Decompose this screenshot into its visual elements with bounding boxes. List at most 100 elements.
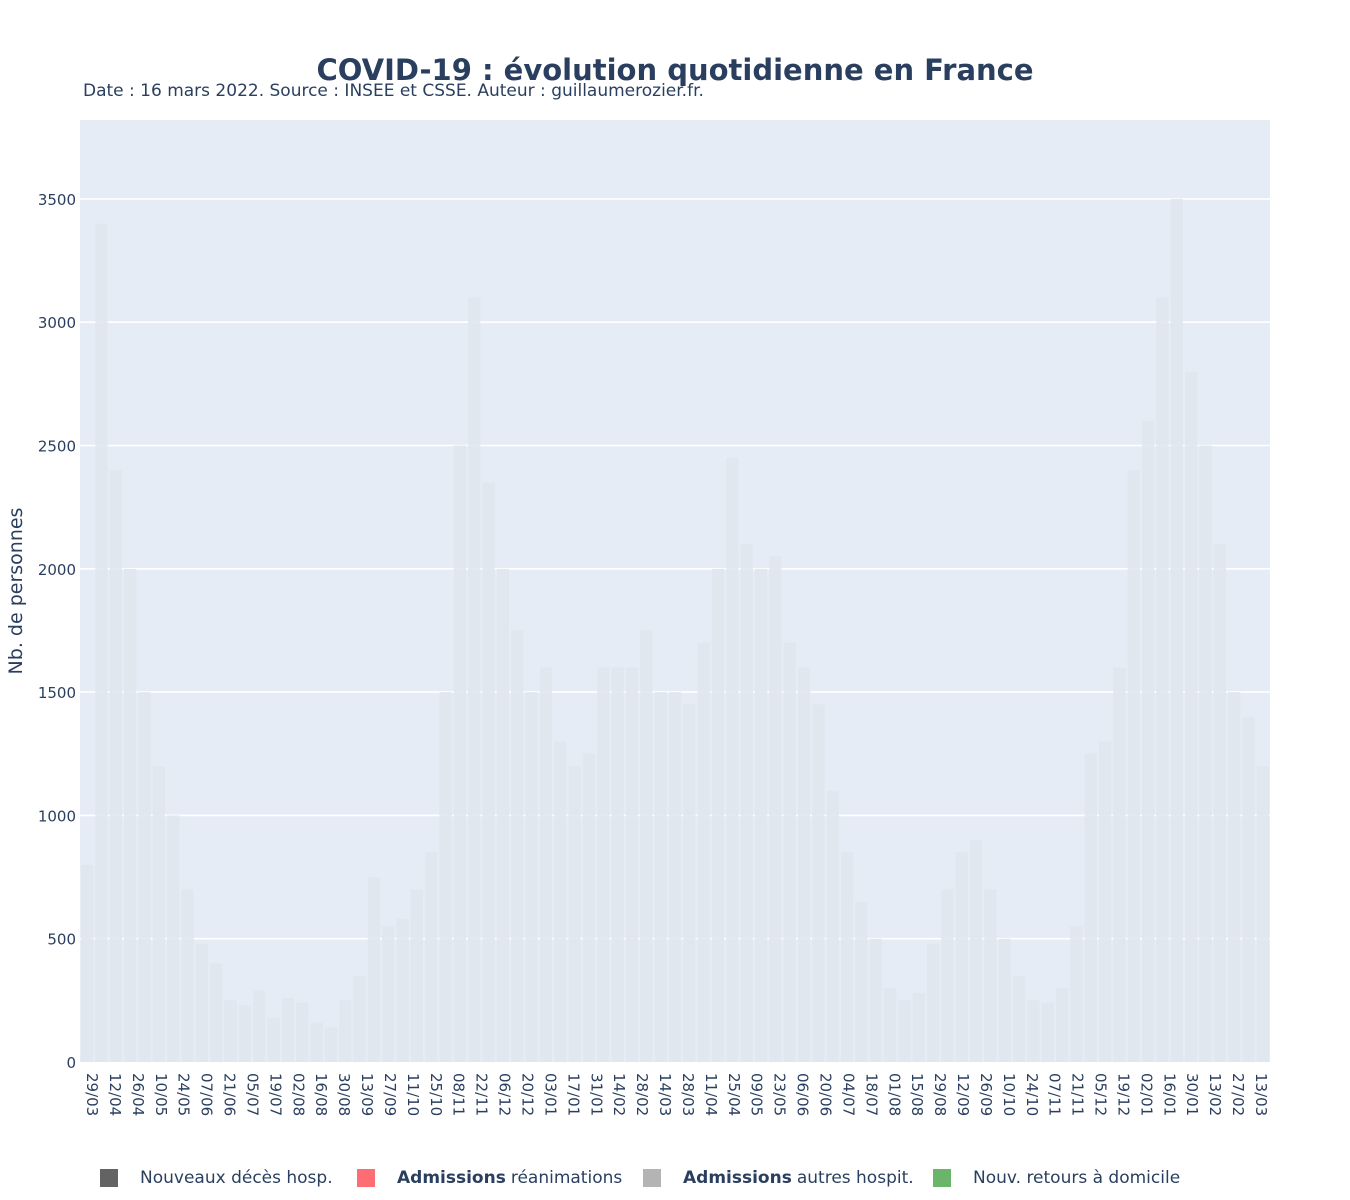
y-axis-label: Nb. de personnes	[5, 508, 27, 675]
x-tick-label: 12/09	[954, 1073, 972, 1116]
x-tick-label: 16/08	[312, 1073, 330, 1116]
bar	[969, 840, 983, 1062]
bar	[210, 963, 223, 1062]
bar	[926, 943, 940, 1062]
bar	[511, 630, 524, 1062]
bar	[840, 852, 854, 1062]
x-tick-label: 24/10	[1023, 1073, 1041, 1116]
legend-label-autres-hospit-rest: autres hospit.	[796, 1168, 914, 1188]
legend-item-reanimations[interactable]: Admissions réanimations	[357, 1163, 622, 1193]
bar	[797, 667, 811, 1062]
legend-item-deces[interactable]: Nouveaux décès hosp.	[100, 1163, 333, 1193]
x-tick-label: 21/06	[221, 1073, 239, 1116]
x-tick-label: 14/02	[610, 1073, 628, 1116]
bar	[597, 667, 610, 1062]
bar	[984, 889, 997, 1062]
bar	[138, 692, 151, 1062]
x-tick-label: 19/07	[266, 1073, 284, 1116]
bar	[726, 457, 739, 1062]
bar	[1113, 667, 1126, 1062]
bar	[425, 852, 438, 1062]
x-tick-label: 07/11	[1046, 1073, 1064, 1116]
legend-item-retours-domicile[interactable]: Nouv. retours à domicile	[933, 1163, 1180, 1193]
legend-swatch-autres-hospit	[643, 1169, 661, 1187]
bar	[81, 864, 94, 1062]
x-tick-label: 24/05	[175, 1073, 193, 1116]
bar	[281, 997, 295, 1062]
x-tick-label: 29/08	[931, 1073, 949, 1116]
bar	[396, 918, 409, 1062]
bar	[1256, 766, 1269, 1062]
x-tick-label: 03/01	[541, 1073, 559, 1116]
legend-item-autres-hospit[interactable]: Admissions autres hospit.	[643, 1163, 914, 1193]
x-tick-label: 05/12	[1092, 1073, 1110, 1116]
bar	[267, 1017, 280, 1062]
bar	[568, 766, 581, 1062]
bar	[711, 568, 725, 1062]
bar	[109, 470, 123, 1062]
bar	[310, 1022, 323, 1062]
bar	[152, 766, 166, 1062]
bar	[1227, 692, 1241, 1062]
x-tick-label: 12/04	[106, 1073, 124, 1116]
bar	[941, 889, 954, 1062]
bar	[812, 704, 825, 1062]
bar	[640, 630, 653, 1062]
y-tick-label: 3000	[38, 314, 76, 332]
bar	[468, 297, 481, 1062]
bar	[195, 943, 209, 1062]
legend-swatch-reanimations	[357, 1169, 375, 1187]
x-tick-label: 26/09	[977, 1073, 995, 1116]
x-tick-label: 25/10	[427, 1073, 445, 1116]
bar	[1070, 926, 1083, 1062]
bars	[81, 198, 1269, 1063]
legend-label-autres-hospit-bold: Admissions	[683, 1168, 792, 1188]
bar	[95, 223, 108, 1062]
x-tick-label: 30/01	[1183, 1073, 1201, 1116]
legend-label-retours-domicile: Nouv. retours à domicile	[973, 1168, 1181, 1188]
bar	[1084, 753, 1097, 1062]
y-axis: 0 500 1000 1500 2000 2500 3000 3500	[38, 191, 76, 1072]
x-tick-label: 27/02	[1229, 1073, 1247, 1116]
bar	[181, 889, 194, 1062]
x-tick-label: 29/03	[83, 1073, 101, 1116]
bar	[769, 556, 782, 1062]
bar	[826, 790, 839, 1062]
x-tick-label: 27/09	[381, 1073, 399, 1116]
y-tick-label: 1000	[38, 807, 76, 825]
x-tick-label: 28/02	[633, 1073, 651, 1116]
bar	[410, 889, 424, 1062]
x-tick-label: 06/06	[794, 1073, 812, 1116]
x-tick-label: 06/12	[496, 1073, 514, 1116]
x-tick-label: 25/04	[725, 1073, 743, 1116]
bar	[883, 988, 897, 1062]
bar	[1127, 470, 1140, 1062]
legend-label-reanimations-bold: Admissions	[397, 1168, 506, 1188]
bar	[1213, 544, 1226, 1062]
y-tick-label: 1500	[38, 684, 76, 702]
bar	[339, 1000, 352, 1062]
bar	[296, 1002, 309, 1062]
bar	[367, 877, 381, 1062]
x-tick-label: 04/07	[839, 1073, 857, 1116]
bar	[1141, 420, 1155, 1063]
bar	[1027, 1000, 1040, 1062]
y-tick-label: 3500	[38, 191, 76, 209]
x-tick-label: 15/08	[908, 1073, 926, 1116]
x-tick-label: 31/01	[587, 1073, 605, 1116]
x-tick-label: 05/07	[243, 1073, 261, 1116]
bar	[1170, 198, 1183, 1062]
bar	[124, 568, 137, 1062]
chart-title: COVID-19 : évolution quotidienne en Fran…	[316, 53, 1033, 87]
bar	[1199, 445, 1212, 1063]
bar	[238, 1005, 252, 1062]
bar	[683, 704, 696, 1062]
bar	[1242, 716, 1255, 1062]
bar	[855, 901, 868, 1062]
x-tick-label: 14/03	[656, 1073, 674, 1116]
x-tick-label: 22/11	[473, 1073, 491, 1116]
legend: Nouveaux décès hosp. Admissions réanimat…	[0, 1163, 1350, 1193]
bar	[382, 926, 395, 1062]
bar	[1098, 741, 1112, 1062]
x-tick-label: 26/04	[129, 1073, 147, 1116]
